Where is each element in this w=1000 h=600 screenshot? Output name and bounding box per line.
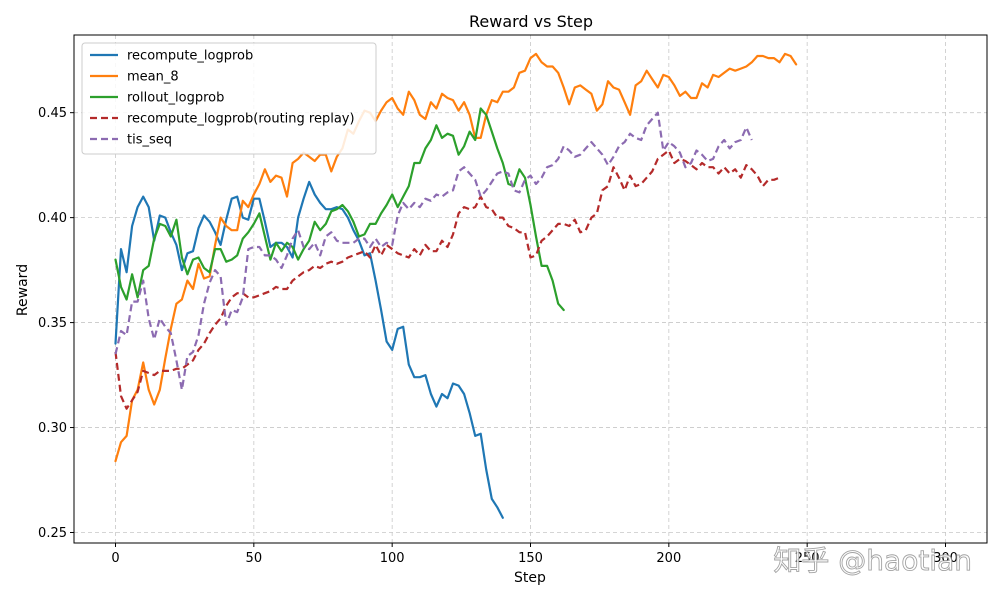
y-tick-label: 0.35 bbox=[38, 316, 67, 331]
series-line-tis-seq bbox=[114, 111, 753, 391]
y-tick-label: 0.45 bbox=[38, 106, 67, 121]
legend-label: mean_8 bbox=[127, 70, 179, 85]
x-tick-label: 0 bbox=[111, 551, 119, 566]
x-tick-label: 100 bbox=[380, 551, 405, 566]
x-axis-label: Step bbox=[514, 570, 546, 586]
y-tick-label: 0.30 bbox=[38, 421, 67, 436]
series-line-recompute-logprob bbox=[114, 180, 504, 519]
legend-label: recompute_logprob bbox=[127, 49, 253, 64]
legend: recompute_logprob mean_8 rollout_logprobre… bbox=[81, 42, 377, 155]
legend-box bbox=[81, 42, 377, 155]
x-tick-label: 250 bbox=[795, 551, 820, 566]
series-line-recompute-logprob-routing-replay- bbox=[114, 149, 780, 410]
y-tick-label: 0.40 bbox=[38, 211, 67, 226]
x-tick-label: 300 bbox=[933, 551, 958, 566]
legend-label: recompute_logprob(routing replay) bbox=[127, 112, 355, 127]
axis-ticks: 0 50 100 150 200 250 300 0.25 0.30 0.35 0.40 0.45 bbox=[38, 106, 958, 566]
y-axis-label: Reward bbox=[15, 264, 31, 316]
series-line-rollout-logprob bbox=[114, 107, 565, 312]
x-tick-label: 50 bbox=[246, 551, 263, 566]
chart-title: Reward vs Step bbox=[469, 12, 593, 31]
series-lines bbox=[114, 52, 798, 519]
zhihu-watermark: 知乎 @haotian bbox=[773, 544, 972, 577]
y-tick-label: 0.25 bbox=[38, 526, 67, 541]
legend-label: tis_seq bbox=[127, 133, 172, 148]
series-line-mean-8 bbox=[114, 52, 798, 463]
x-tick-label: 150 bbox=[518, 551, 543, 566]
x-tick-label: 200 bbox=[656, 551, 681, 566]
legend-label: rollout_logprob bbox=[127, 91, 224, 106]
